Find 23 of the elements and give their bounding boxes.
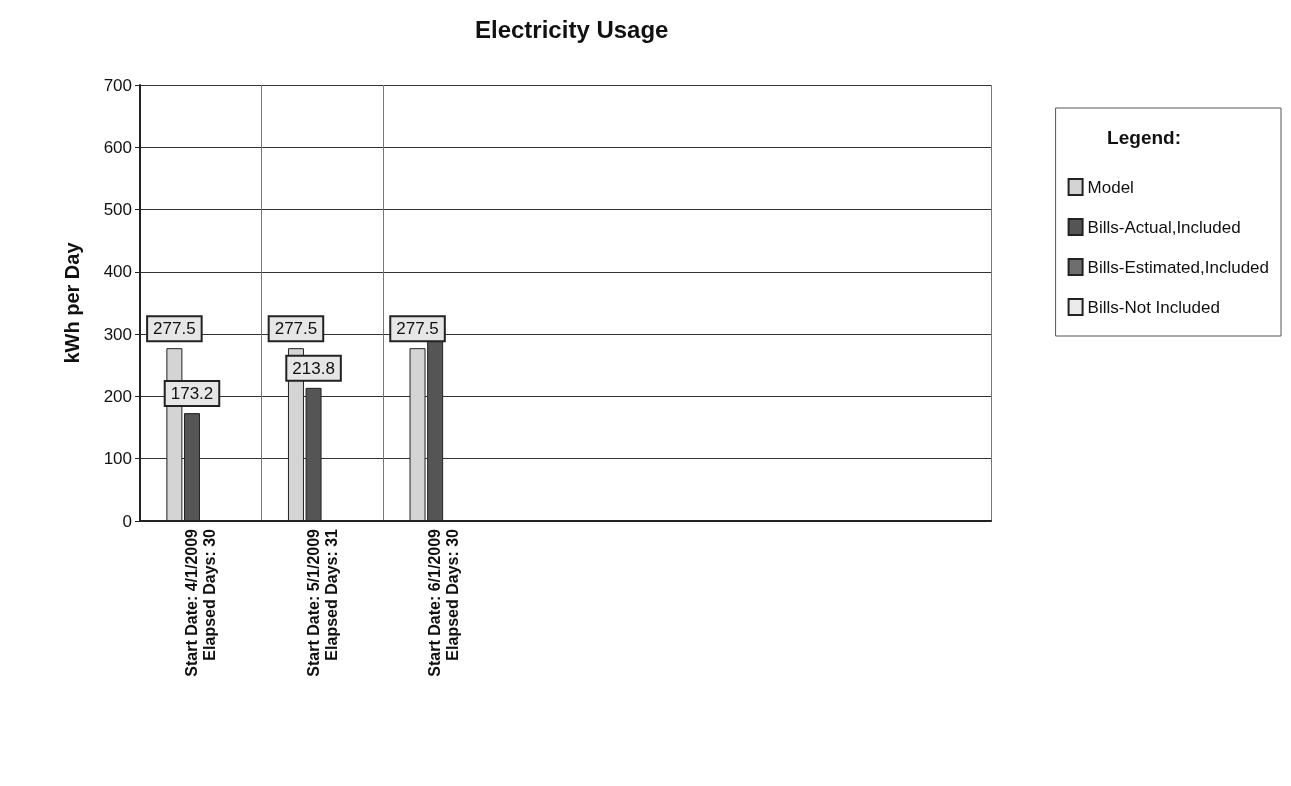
- data-label: 277.5: [274, 319, 318, 339]
- y-tick-label: 200: [103, 386, 132, 406]
- data-label: 213.8: [292, 358, 335, 378]
- data-label: 277.5: [396, 319, 439, 339]
- y-tick-label: 0: [122, 511, 132, 531]
- y-tick-label: 700: [103, 75, 132, 95]
- legend-label: Model: [1087, 177, 1134, 197]
- y-tick-label: 500: [103, 200, 132, 220]
- x-tick-label: Start Date: 4/1/2009 Elapsed Days: 30: [183, 528, 219, 677]
- y-axis-title: kWh per Day: [61, 241, 83, 364]
- legend-label: Bills-Estimated,Included: [1087, 257, 1270, 277]
- x-tick-label: Start Date: 5/1/2009 Elapsed Days: 31: [304, 528, 340, 677]
- x-tick-label: Start Date: 6/1/2009 Elapsed Days: 30: [426, 528, 462, 677]
- data-label: 277.5: [153, 319, 196, 339]
- y-tick-label: 600: [103, 137, 132, 157]
- legend-label: Bills-Actual,Included: [1087, 217, 1241, 237]
- y-tick-label: 300: [103, 324, 132, 344]
- chart-title: Electricity Usage: [475, 15, 669, 43]
- y-tick-label: 400: [103, 262, 132, 282]
- y-tick-label: 100: [103, 449, 132, 469]
- legend-title: Legend:: [1107, 127, 1182, 148]
- data-label: 173.2: [170, 384, 214, 404]
- legend-label: Bills-Not Included: [1087, 297, 1220, 317]
